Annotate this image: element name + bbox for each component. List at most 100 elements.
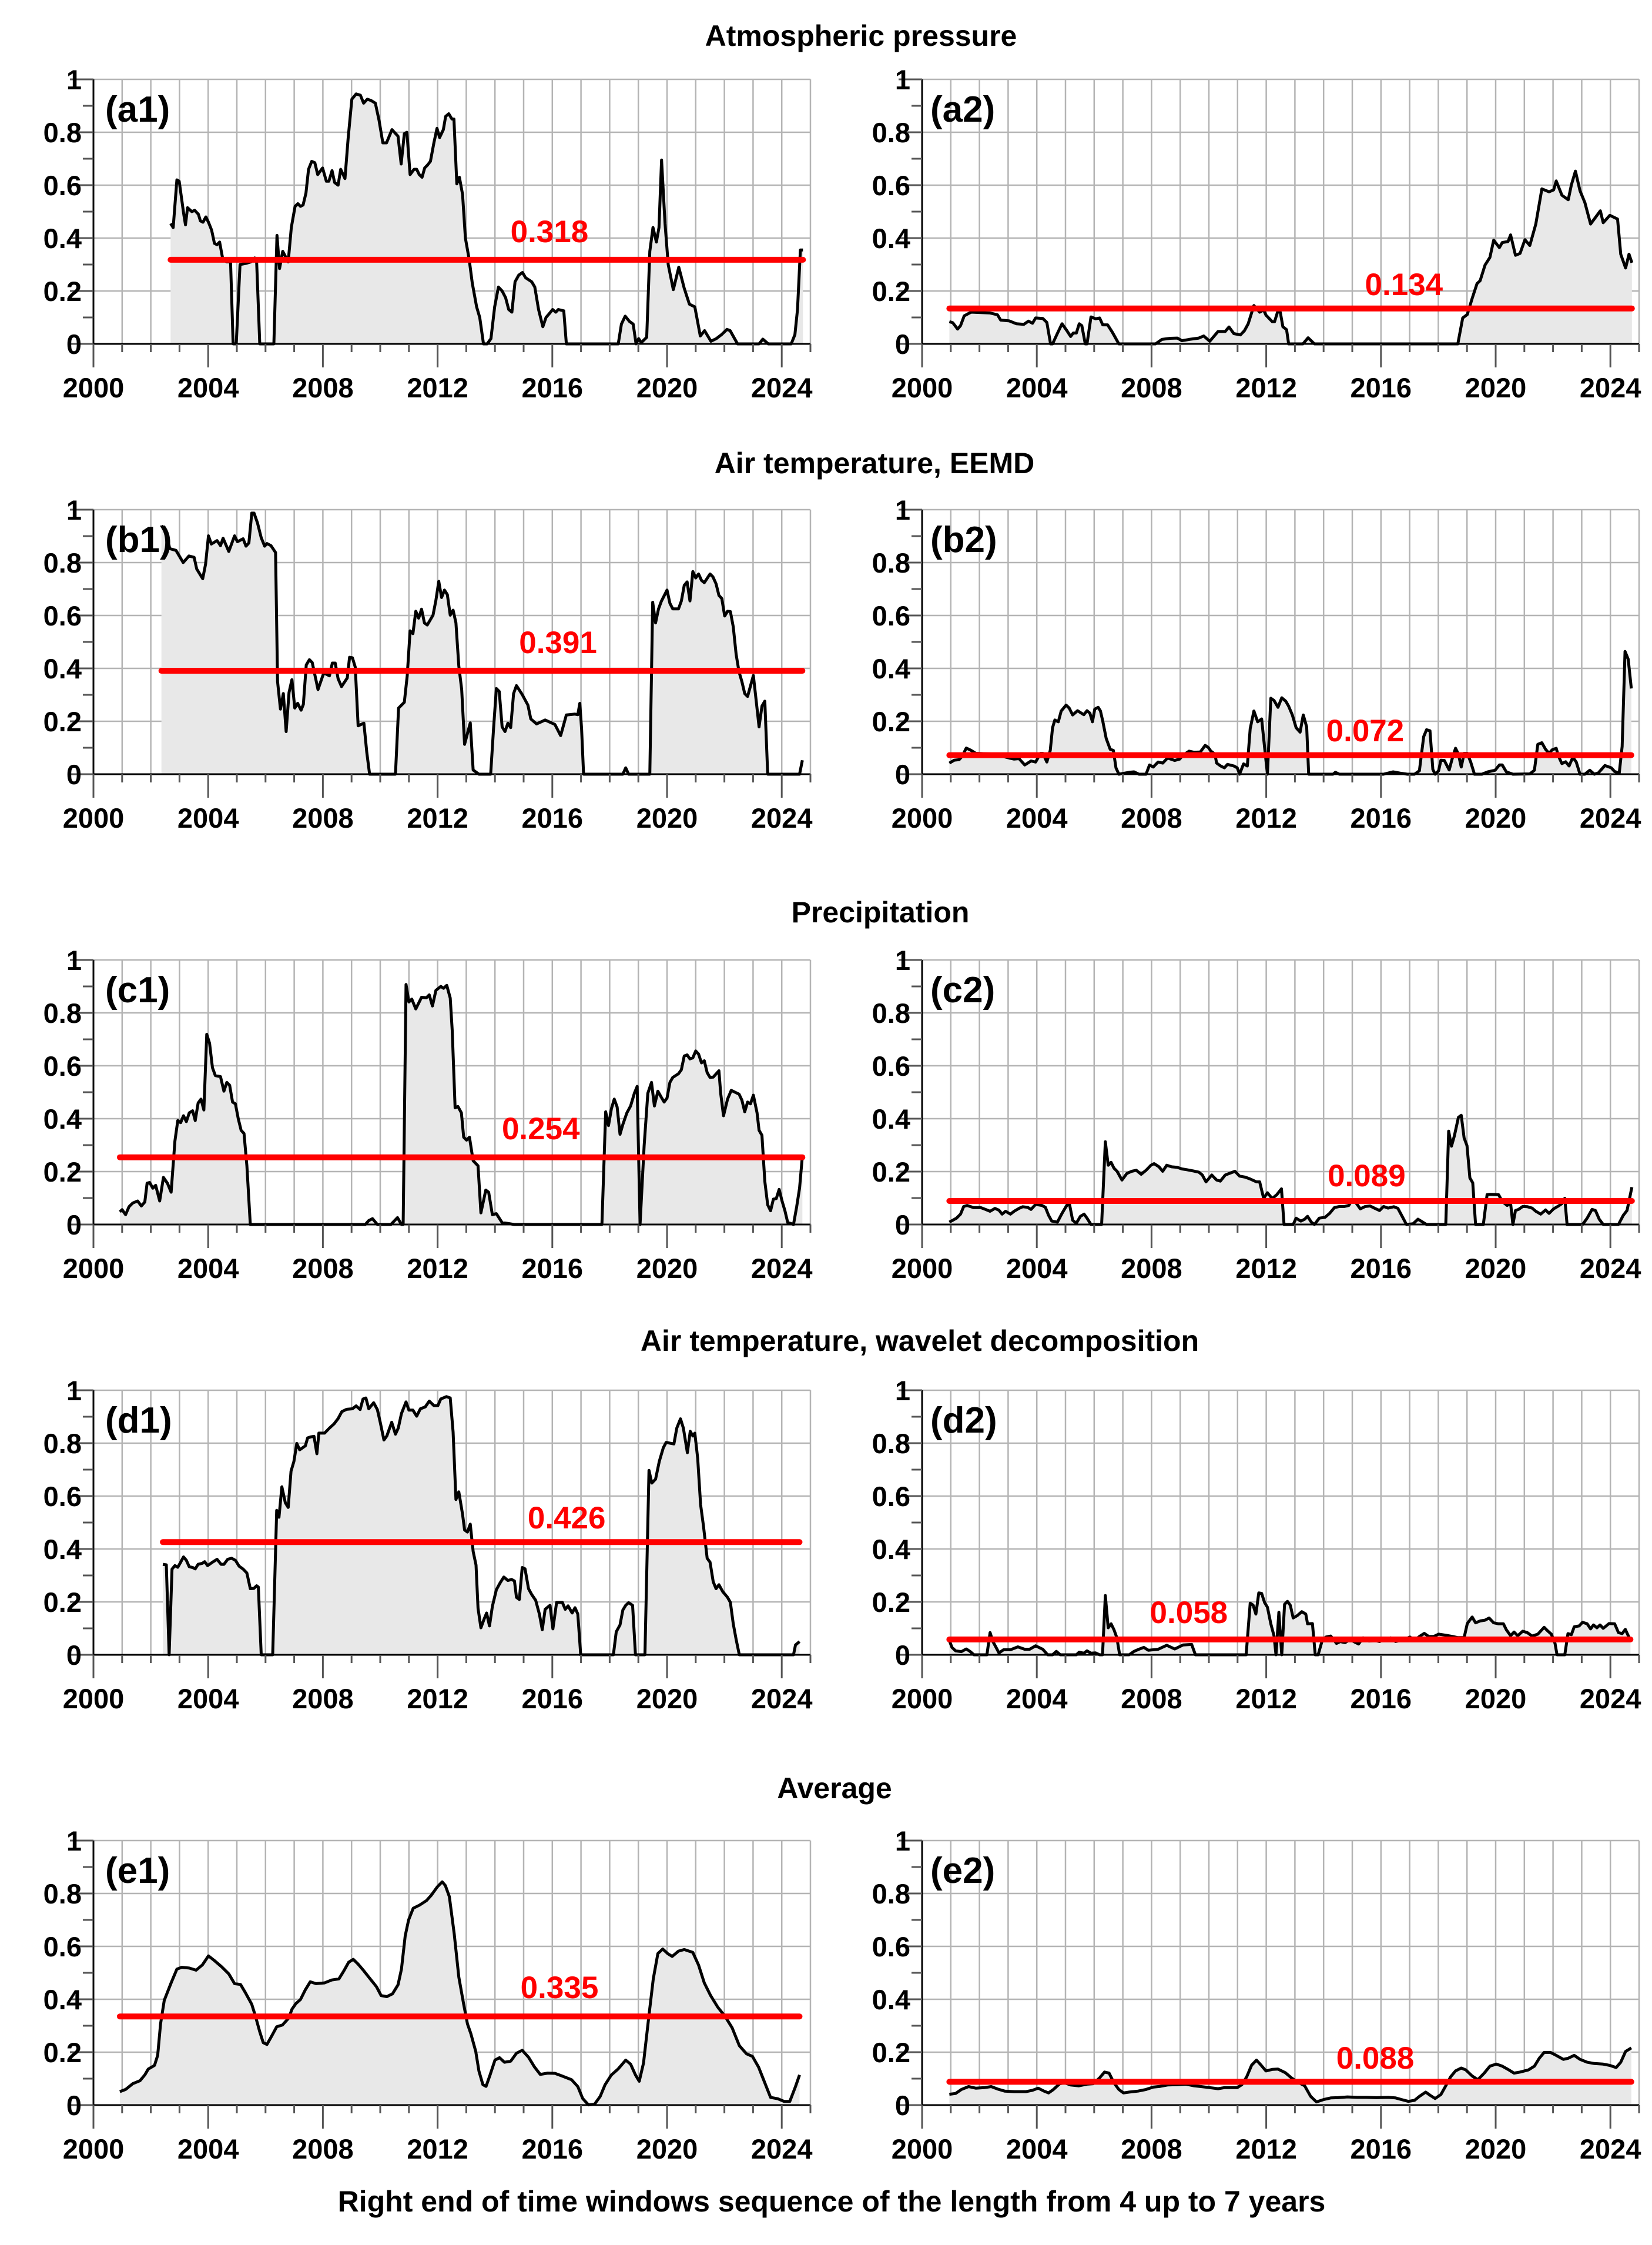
x-tick-label: 2004 — [177, 2133, 239, 2164]
x-tick-label: 2012 — [1235, 1253, 1297, 1284]
y-tick-label: 0.4 — [872, 1103, 910, 1135]
panel-label: (a2) — [930, 89, 995, 130]
panel-label: (c2) — [930, 970, 995, 1011]
series-area-fill — [119, 984, 803, 1224]
x-tick-label: 2020 — [1465, 1683, 1527, 1714]
series-line — [162, 1395, 801, 1657]
y-tick-label: 0.4 — [872, 223, 910, 254]
x-tick-label: 2020 — [636, 372, 698, 403]
y-tick-label: 1 — [895, 945, 910, 976]
x-tick-label: 2000 — [63, 802, 125, 834]
y-tick-label: 0.6 — [43, 170, 82, 201]
x-tick-label: 2012 — [407, 1253, 468, 1284]
x-tick-label: 2020 — [1465, 2133, 1527, 2164]
x-tick-label: 2024 — [751, 1683, 813, 1714]
x-tick-label: 2000 — [892, 1253, 953, 1284]
x-tick-label: 2024 — [1580, 1253, 1641, 1284]
y-tick-label: 0 — [895, 1209, 910, 1240]
x-tick-label: 2024 — [1580, 2133, 1641, 2164]
mean-value-label: 0.318 — [511, 215, 589, 249]
x-tick-label: 2012 — [407, 372, 468, 403]
x-tick-label: 2016 — [522, 2133, 584, 2164]
series-line — [160, 511, 804, 776]
y-tick-label: 0.2 — [43, 276, 82, 307]
x-tick-label: 2024 — [751, 802, 813, 834]
y-tick-label: 0.4 — [872, 1984, 910, 2015]
panel-label: (e2) — [930, 1851, 995, 1891]
x-tick-label: 2008 — [292, 372, 354, 403]
mean-value-label: 0.391 — [519, 625, 597, 660]
row-title-precipitation: Precipitation — [792, 896, 970, 929]
y-tick-label: 0.4 — [872, 1534, 910, 1565]
y-tick-label: 0.8 — [872, 1428, 910, 1459]
panel-label: (b2) — [930, 520, 997, 560]
x-tick-label: 2000 — [63, 1253, 125, 1284]
panel-label: (d2) — [930, 1400, 997, 1441]
x-tick-label: 2016 — [522, 1683, 584, 1714]
y-tick-label: 0 — [66, 1209, 82, 1240]
mean-value-label: 0.426 — [528, 1501, 606, 1535]
y-tick-label: 1 — [66, 945, 82, 976]
x-tick-label: 2016 — [1351, 1253, 1412, 1284]
panel-d2: 0 0.2 0.4 0.6 0.8 1 2000 2004 2008 2012 2016 2020 20… — [872, 1375, 1641, 1714]
series-line — [119, 983, 804, 1226]
x-tick-label: 2000 — [892, 372, 953, 403]
panel-c1: 0 0.2 0.4 0.6 0.8 1 2000 2004 2008 2012 2016 2020 20… — [43, 945, 813, 1284]
x-tick-label: 2020 — [636, 1253, 698, 1284]
panel-label: (b1) — [105, 520, 172, 560]
y-tick-label: 0.2 — [872, 706, 910, 737]
x-tick-label: 2000 — [63, 2133, 125, 2164]
mean-value-label: 0.335 — [521, 1970, 599, 2005]
y-tick-label: 0.8 — [872, 547, 910, 578]
y-tick-label: 1 — [895, 494, 910, 526]
y-tick-label: 1 — [66, 494, 82, 526]
y-tick-label: 0.6 — [43, 600, 82, 631]
x-tick-label: 2004 — [1006, 802, 1068, 834]
y-tick-label: 0.8 — [872, 117, 910, 148]
series-line — [949, 1113, 1634, 1226]
y-tick-label: 0 — [66, 2090, 82, 2121]
x-tick-label: 2020 — [1465, 802, 1527, 834]
x-tick-label: 2008 — [292, 1253, 354, 1284]
row-title-average: Average — [777, 1772, 892, 1805]
y-tick-label: 0.6 — [872, 170, 910, 201]
x-tick-label: 2012 — [1235, 372, 1297, 403]
panel-label: (d1) — [105, 1400, 172, 1441]
y-tick-label: 0.4 — [43, 1103, 82, 1135]
mean-value-label: 0.134 — [1365, 267, 1443, 302]
x-tick-label: 2008 — [1121, 2133, 1182, 2164]
series-area-fill — [161, 513, 803, 774]
y-tick-label: 0.8 — [872, 998, 910, 1029]
x-tick-label: 2004 — [177, 802, 239, 834]
y-tick-label: 0.8 — [43, 1878, 82, 1909]
y-tick-label: 1 — [895, 64, 910, 95]
y-tick-label: 0.6 — [43, 1931, 82, 1962]
x-tick-label: 2024 — [751, 372, 813, 403]
y-tick-label: 0.6 — [43, 1050, 82, 1082]
mean-value-label: 0.072 — [1326, 714, 1405, 748]
x-tick-label: 2000 — [892, 1683, 953, 1714]
x-tick-label: 2008 — [1121, 372, 1182, 403]
panels: 0 0.2 0.4 0.6 0.8 1 2000 2004 2008 2012 2016 2020 20… — [43, 64, 1641, 2164]
y-tick-label: 0 — [895, 329, 910, 360]
x-tick-label: 2000 — [892, 802, 953, 834]
panel-d1: 0 0.2 0.4 0.6 0.8 1 2000 2004 2008 2012 2016 2020 20… — [43, 1375, 813, 1714]
x-tick-label: 2020 — [636, 2133, 698, 2164]
x-tick-label: 2024 — [1580, 372, 1641, 403]
y-tick-label: 0.6 — [872, 1931, 910, 1962]
x-tick-label: 2016 — [1351, 1683, 1412, 1714]
row-title-air-temperature-eemd: Air temperature, EEMD — [715, 447, 1035, 480]
y-tick-label: 0.2 — [872, 1587, 910, 1618]
x-tick-label: 2004 — [1006, 2133, 1068, 2164]
y-tick-label: 0.8 — [43, 117, 82, 148]
y-tick-label: 0.4 — [43, 653, 82, 684]
panel-label: (a1) — [105, 89, 170, 130]
y-tick-label: 0.6 — [872, 1050, 910, 1082]
x-tick-label: 2008 — [292, 2133, 354, 2164]
series-area-fill — [949, 171, 1632, 344]
x-tick-label: 2020 — [636, 1683, 698, 1714]
y-tick-label: 0.2 — [43, 1587, 82, 1618]
x-tick-label: 2012 — [407, 802, 468, 834]
y-tick-label: 0 — [66, 759, 82, 790]
